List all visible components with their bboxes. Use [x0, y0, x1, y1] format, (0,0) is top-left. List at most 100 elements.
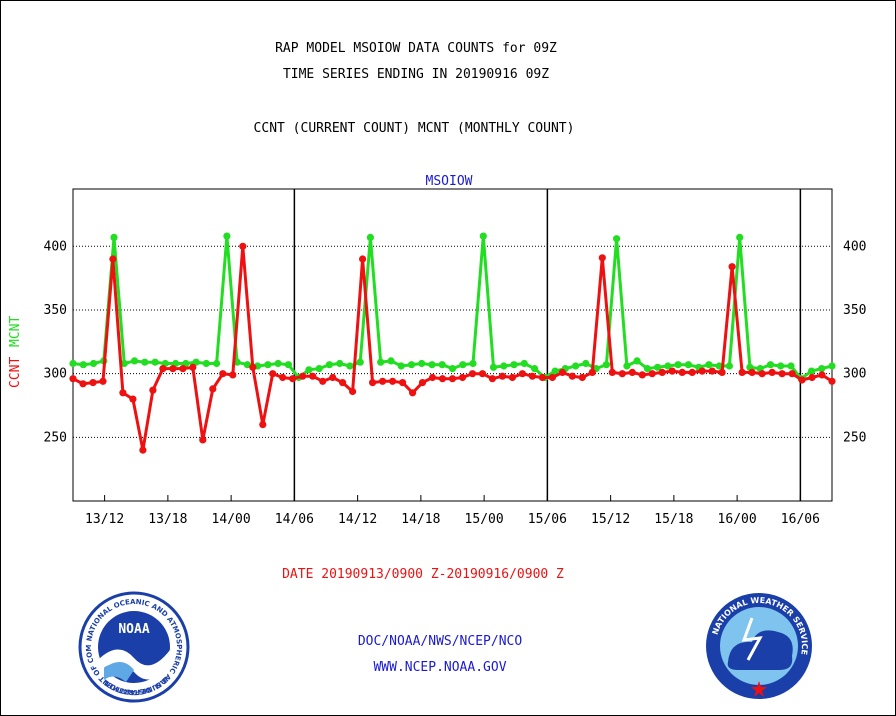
data-point-ccnt — [189, 363, 197, 371]
data-point-mcnt — [305, 366, 313, 374]
data-point-mcnt — [356, 358, 364, 366]
data-point-ccnt — [478, 370, 487, 378]
y-label-mcnt: MCNT — [8, 316, 23, 347]
data-point-ccnt — [249, 363, 257, 371]
data-point-mcnt — [602, 361, 611, 369]
chart-title-line-1: RAP MODEL MSOIOW DATA COUNTS for 09Z — [275, 41, 557, 56]
data-point-ccnt — [598, 254, 606, 262]
data-point-mcnt — [130, 357, 139, 365]
data-point-ccnt — [658, 368, 666, 376]
footer-site: WWW.NCEP.NOAA.GOV — [373, 660, 506, 675]
data-point-mcnt — [274, 359, 282, 368]
data-point-ccnt — [99, 377, 107, 385]
data-point-mcnt — [725, 362, 734, 370]
data-point-ccnt — [698, 367, 706, 375]
data-point-mcnt — [766, 361, 775, 369]
data-point-ccnt — [209, 385, 217, 393]
data-point-ccnt — [109, 255, 117, 263]
footer-org: DOC/NOAA/NWS/NCEP/NCO — [358, 634, 523, 649]
data-point-mcnt — [315, 365, 323, 373]
data-point-ccnt — [269, 370, 277, 378]
data-point-ccnt — [389, 377, 397, 385]
y-tick-label-right: 250 — [843, 430, 866, 445]
data-point-mcnt — [377, 358, 385, 366]
data-point-mcnt — [243, 361, 251, 369]
data-point-ccnt — [199, 436, 207, 444]
data-point-ccnt — [359, 255, 367, 263]
data-point-ccnt — [409, 389, 417, 397]
data-point-ccnt — [119, 389, 127, 397]
data-point-mcnt — [79, 361, 87, 369]
data-point-mcnt — [469, 359, 477, 368]
data-point-ccnt — [379, 377, 387, 385]
data-point-mcnt — [582, 359, 590, 368]
data-point-ccnt — [648, 370, 656, 378]
data-point-ccnt — [229, 371, 237, 379]
data-point-mcnt — [643, 365, 652, 373]
data-point-ccnt — [498, 372, 506, 380]
data-point-mcnt — [520, 359, 528, 368]
x-tick-label: 14/18 — [401, 512, 440, 527]
data-point-mcnt — [213, 359, 221, 368]
data-point-ccnt — [808, 373, 816, 382]
data-point-ccnt — [638, 371, 646, 379]
data-point-ccnt — [418, 379, 427, 387]
data-point-mcnt — [705, 361, 713, 369]
data-point-ccnt — [79, 380, 87, 388]
data-point-ccnt — [399, 379, 407, 387]
data-point-ccnt — [828, 377, 836, 385]
data-point-ccnt — [319, 377, 327, 385]
data-point-ccnt — [299, 372, 307, 380]
data-point-ccnt — [668, 367, 676, 375]
data-point-ccnt — [578, 373, 586, 382]
data-point-ccnt — [758, 370, 766, 378]
data-point-mcnt — [428, 361, 436, 369]
x-tick-label: 13/12 — [85, 512, 124, 527]
data-point-ccnt — [798, 376, 806, 384]
grid — [73, 189, 832, 501]
data-point-ccnt — [608, 368, 616, 376]
data-point-mcnt — [89, 359, 98, 368]
data-point-ccnt — [818, 371, 826, 379]
axes: 250 250 300 300 350 350 400 400 13/12 13/18 14/00 1… — [44, 239, 867, 527]
data-point-ccnt — [309, 372, 317, 380]
data-point-mcnt — [387, 357, 395, 365]
data-point-ccnt — [89, 379, 97, 387]
data-point-ccnt — [618, 370, 626, 378]
data-point-mcnt — [674, 361, 682, 369]
noaa-bottom-text: U.S. DEPARTMENT OF COMMERCE — [0, 0, 169, 696]
data-point-ccnt — [339, 379, 347, 387]
data-point-mcnt — [664, 362, 672, 370]
series-line-mcnt — [72, 234, 833, 381]
x-tick-label: 16/06 — [781, 512, 820, 527]
data-point-mcnt — [572, 362, 580, 370]
data-point-mcnt — [448, 365, 457, 373]
data-point-ccnt — [738, 368, 746, 376]
data-point-mcnt — [807, 367, 816, 375]
x-tick-label: 15/06 — [528, 512, 567, 527]
data-point-mcnt — [110, 233, 118, 241]
data-point-mcnt — [438, 361, 446, 369]
data-point-ccnt — [289, 375, 297, 383]
data-point-ccnt — [678, 368, 686, 376]
data-point-mcnt — [397, 362, 405, 370]
data-point-ccnt — [219, 370, 227, 378]
x-tick-label: 15/18 — [654, 512, 693, 527]
data-point-mcnt — [479, 232, 487, 240]
data-point-ccnt — [169, 365, 177, 373]
data-point-mcnt — [777, 362, 785, 370]
data-point-mcnt — [120, 359, 128, 368]
data-point-ccnt — [778, 370, 786, 378]
x-tick-label: 14/06 — [275, 512, 314, 527]
y-tick-label-left: 350 — [44, 303, 67, 318]
data-point-ccnt — [159, 365, 167, 373]
data-point-ccnt — [149, 386, 157, 394]
data-point-mcnt — [418, 359, 426, 368]
data-point-mcnt — [366, 233, 374, 241]
data-point-mcnt — [633, 357, 641, 365]
y-tick-label-left: 300 — [44, 367, 67, 382]
data-point-ccnt — [129, 395, 137, 403]
data-point-mcnt — [500, 362, 508, 370]
data-point-mcnt — [489, 363, 498, 371]
